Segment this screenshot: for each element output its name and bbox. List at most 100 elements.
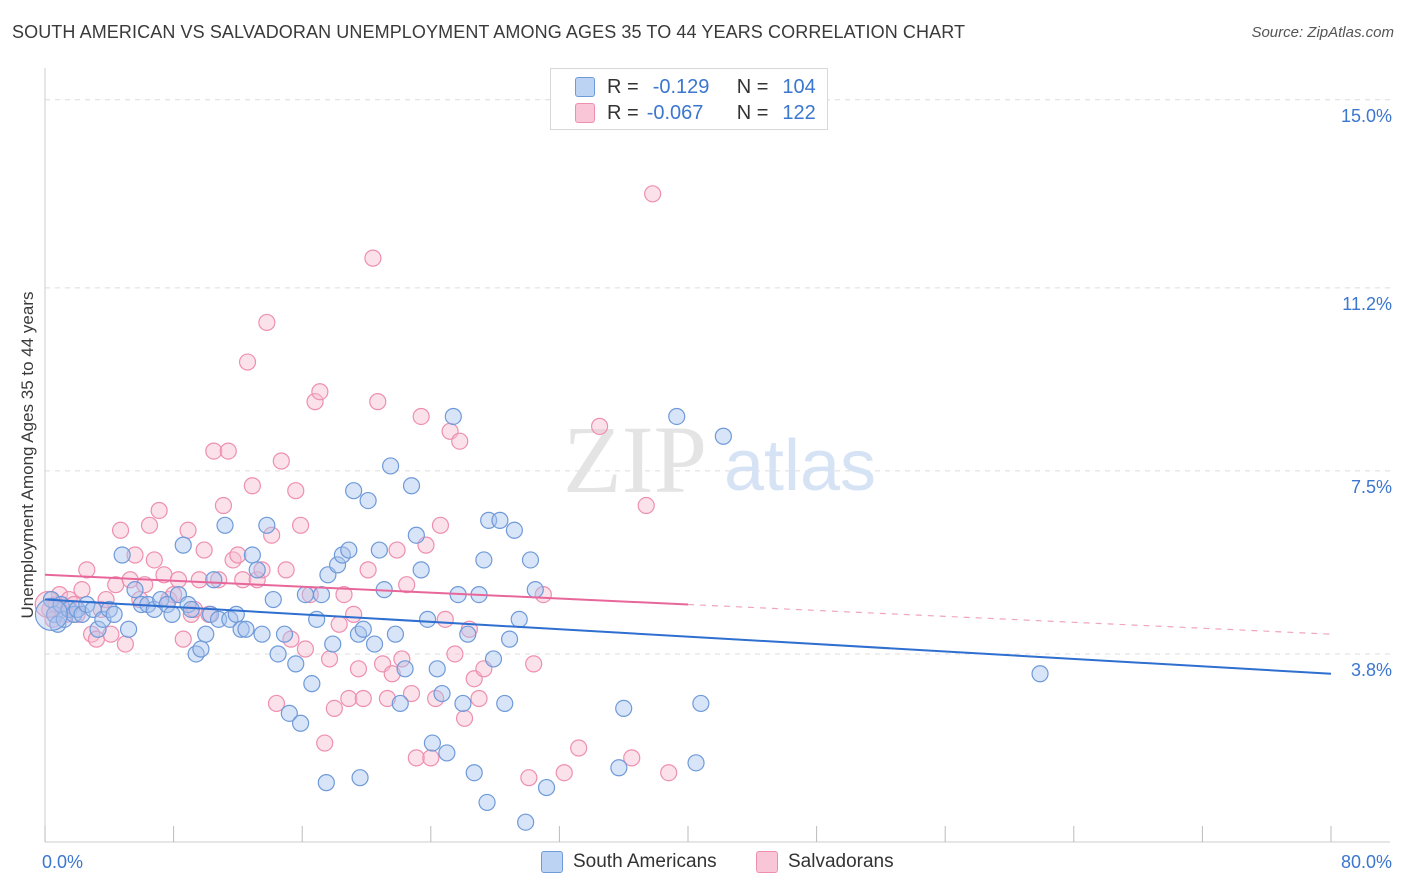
salvadoran-point [311,383,329,401]
salvadoran-point [214,496,233,515]
south-american-point [119,620,138,638]
legend-n-label: N = [736,101,769,124]
legend-r-value: -0.067 [646,101,704,124]
salvadoran-point [182,605,200,623]
salvadoran-point [393,650,411,668]
salvadoran-point [335,585,353,604]
south-american-point [232,620,250,638]
south-american-point [349,625,368,643]
south-american-point [687,754,705,772]
salvadoran-point [340,689,358,708]
correlation-legend: R = -0.129 N = 104 R = -0.067 N = 122 [550,68,828,130]
south-american-point [428,660,446,678]
source-label: Source: ZipAtlas.com [1251,24,1394,41]
legend-n-value: 122 [782,101,816,124]
salvadoran-point [140,516,159,534]
south-american-point [192,640,210,658]
south-american-point [182,600,200,619]
south-american-point [100,600,118,619]
salvadoran-point [431,516,450,534]
south-american-point [340,541,358,559]
salvadoran-point [378,689,396,708]
salvadoran-point [623,749,641,767]
bottom-legend-swatch-pink [756,851,778,873]
legend-r-label: R = [607,75,639,98]
south-american-point [354,620,372,638]
south-american-point [264,590,282,609]
x-tick-label-max: 80.0% [1340,852,1392,872]
south-american-point [312,585,331,604]
south-american-point [158,595,176,614]
salvadoran-point [243,477,261,495]
salvadoran-point [570,739,588,757]
watermark: ZIP atlas [563,406,876,513]
salvadoran-point [267,694,286,713]
legend-row-south-americans: R = -0.129 N = 104 [575,74,816,100]
south-american-point [465,764,483,782]
salvadoran-point [126,546,144,564]
salvadoran-point [525,655,543,673]
legend-r-value: -0.129 [652,75,710,98]
salvadoran-point [179,521,197,539]
salvadoran-point [111,521,130,539]
south-american-point [444,407,462,426]
south-american-point [303,675,321,693]
chart-title: SOUTH AMERICAN VS SALVADORAN UNEMPLOYMEN… [12,22,966,42]
south-american-point [89,620,107,638]
south-american-point [692,694,710,713]
salvadoran-point [407,749,425,767]
salvadoran-point [470,689,488,708]
salvadoran-point [205,442,223,460]
salvadoran-point [402,684,421,703]
south-american-point [505,521,523,539]
south-american-point [438,744,456,762]
salvadoran-point [291,516,310,534]
axes [44,68,1390,843]
legend-n-value: 104 [782,75,816,98]
south-american-point [418,610,437,628]
south-american-point [174,536,192,554]
south-american-point [351,769,369,787]
south-american-point [423,734,442,752]
south-american-point [197,625,215,643]
south-american-point [396,660,414,678]
south-americans-points [34,407,1049,831]
salvadoran-point [354,689,372,708]
salvadoran-point [590,417,609,435]
south-american-point [287,655,305,673]
south-american-point [324,635,342,653]
legend-row-salvadorans: R = -0.067 N = 122 [575,100,816,126]
salvadoran-point [306,393,324,411]
salvadoran-point [277,561,295,579]
south-american-point [205,571,223,589]
south-american-point [94,610,112,628]
south-american-point [291,714,310,732]
south-american-point [187,645,205,663]
bottom-legend-label: Salvadorans [788,851,894,872]
salvadoran-point [422,749,440,767]
salvadoran-point [145,551,163,569]
south-american-point [317,774,335,792]
south-american-point [496,694,514,713]
bottom-legend-label: South Americans [573,851,717,872]
grid-lines [45,99,1390,655]
salvadoran-point [272,452,290,470]
salvadoran-point-cluster [34,590,62,619]
salvadoran-point [451,432,469,450]
salvadoran-point [229,546,247,564]
y-tick-label: 11.2% [1342,293,1392,314]
salvadoran-point [150,501,168,520]
salvadorans-trend-line-dashed [687,603,1332,635]
salvadoran-point [78,561,96,579]
salvadoran-point [436,610,454,628]
salvadoran-point [116,635,134,653]
salvadoran-point [234,571,252,589]
south-american-point [237,620,255,638]
x-tick-label-min: 0.0% [42,852,84,872]
watermark-atlas: atlas [724,426,876,506]
south-american-point [615,699,633,718]
south-american-point [1031,665,1049,683]
south-american-point [243,546,261,564]
south-american-point [227,605,245,623]
south-american-point [402,477,421,495]
